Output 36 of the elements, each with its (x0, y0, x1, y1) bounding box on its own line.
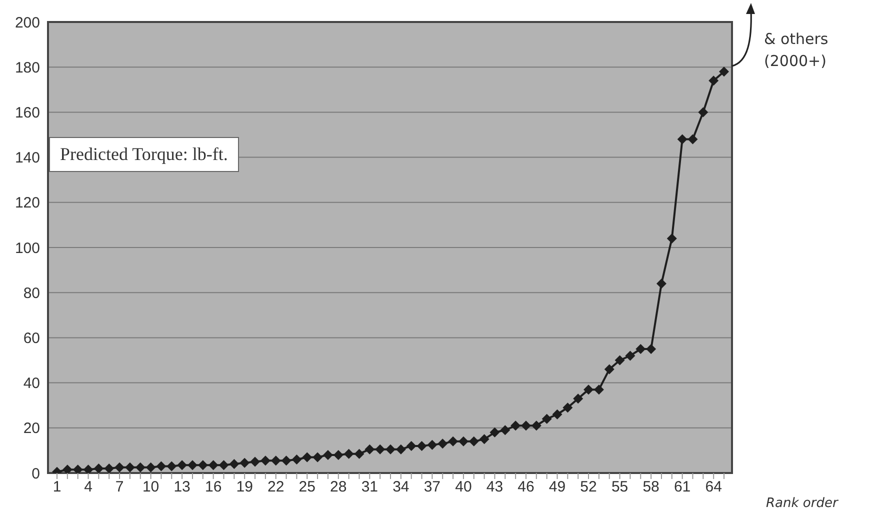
x-tick-label: 55 (611, 478, 628, 496)
x-tick-label: 28 (330, 478, 347, 496)
x-tick-label: 16 (204, 478, 222, 496)
y-tick-label: 200 (14, 14, 40, 32)
x-tick-label: 31 (361, 478, 378, 496)
x-tick-label: 10 (142, 478, 160, 496)
x-tick-label: 1 (52, 478, 62, 496)
x-tick-label: 19 (236, 478, 253, 496)
y-tick-label: 160 (14, 104, 40, 122)
x-tick-label: 7 (115, 478, 124, 496)
x-tick-label: 34 (392, 478, 410, 496)
x-tick-label: 52 (580, 478, 597, 496)
y-tick-label: 40 (23, 375, 40, 392)
x-tick-label: 46 (518, 478, 534, 496)
x-tick-label: 58 (642, 478, 660, 496)
x-axis-title: Rank order (766, 496, 838, 511)
x-tick-label: 40 (455, 478, 472, 496)
text: & others (2000+) (764, 29, 830, 72)
y-tick-label: 120 (14, 194, 40, 212)
x-tick-label: 49 (548, 478, 566, 496)
x-tick-label: 13 (174, 478, 190, 496)
y-axis-title: Predicted Torque: lb-ft. (49, 137, 239, 172)
y-tick-label: 180 (14, 59, 40, 76)
x-tick-label: 61 (674, 478, 691, 496)
y-tick-label: 20 (23, 420, 40, 438)
x-tick-label: 22 (268, 478, 284, 496)
y-tick-label: 80 (23, 284, 40, 302)
y-tick-label: 140 (14, 150, 40, 167)
y-tick-label: 100 (14, 240, 40, 257)
x-tick-label: 25 (298, 478, 316, 496)
x-tick-label: 37 (424, 478, 441, 496)
y-tick-label: 60 (23, 330, 40, 348)
y-tick-label: 0 (32, 465, 40, 482)
x-tick-label: 43 (486, 478, 504, 496)
x-tick-label: 4 (84, 478, 92, 496)
x-tick-label: 64 (705, 478, 722, 496)
